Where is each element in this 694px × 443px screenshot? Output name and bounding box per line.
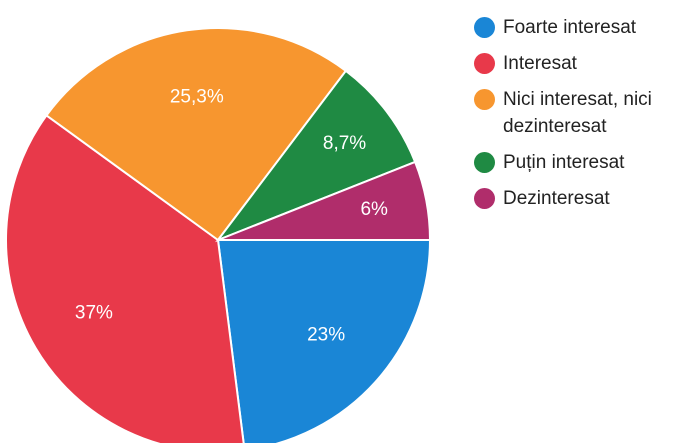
legend-label: Foarte interesat [503, 17, 637, 38]
legend-marker [474, 188, 495, 209]
legend-entry: Puțin interesat [470, 149, 694, 176]
legend-label: Dezinteresat [503, 188, 610, 209]
legend-entry: Nici interesat, nici dezinteresat [470, 86, 694, 140]
legend-marker [474, 53, 495, 74]
data-label: 37% [75, 302, 113, 323]
data-label: 8,7% [323, 133, 366, 154]
legend-marker [474, 17, 495, 38]
data-label: 25,3% [170, 86, 224, 107]
pie-slice [45, 27, 348, 242]
pie-slice [217, 160, 432, 241]
pie-slice [216, 239, 432, 443]
legend-marker [474, 89, 495, 110]
pie-slice [215, 69, 417, 243]
data-label: 23% [307, 324, 345, 345]
legend-label: Puțin interesat [503, 152, 625, 173]
legend-label: Interesat [503, 53, 577, 74]
legend-entry: Interesat [470, 50, 694, 77]
data-label: 6% [360, 199, 388, 220]
pie-slice [5, 113, 245, 443]
legend-label: Nici interesat, nici dezinteresat [503, 89, 652, 137]
legend-marker [474, 152, 495, 173]
legend-entry: Dezinteresat [470, 185, 694, 212]
legend-entry: Foarte interesat [470, 14, 694, 41]
legend: Foarte interesat Interesat Nici interesat,… [470, 14, 694, 212]
